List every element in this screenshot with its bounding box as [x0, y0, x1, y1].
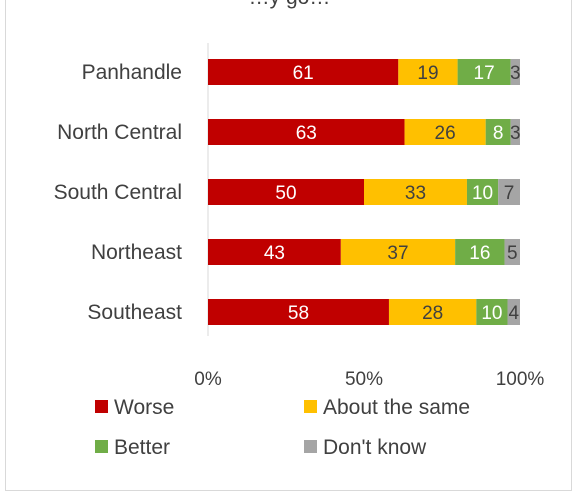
data-label-worse-north-central: 63	[296, 123, 317, 144]
x-tick-label-0: 0%	[194, 369, 222, 390]
data-label-about-the-same-panhandle: 19	[417, 63, 438, 84]
bar-about-the-same-north-central	[404, 119, 486, 145]
category-label-north-central: North Central	[57, 121, 182, 144]
data-label-don-t-know-panhandle: 3	[510, 63, 521, 84]
bar-better-north-central	[485, 119, 511, 145]
x-tick-label-2: 100%	[496, 369, 545, 390]
bar-worse-panhandle	[208, 59, 399, 85]
legend-label-don-t-know: Don't know	[323, 436, 427, 459]
category-labels: Panhandle North Central South Central North…	[54, 61, 183, 324]
bar-about-the-same-south-central	[364, 179, 467, 205]
data-label-better-northeast: 16	[469, 243, 490, 264]
legend-label-better: Better	[114, 436, 170, 459]
bar-about-the-same-panhandle	[398, 59, 458, 85]
data-label-better-panhandle: 17	[474, 63, 495, 84]
data-label-about-the-same-southeast: 28	[422, 303, 443, 324]
bar-about-the-same-southeast	[388, 299, 477, 325]
legend-label-worse: Worse	[114, 396, 174, 419]
bar-don-t-know-southeast	[507, 299, 520, 325]
bar-worse-north-central	[208, 119, 405, 145]
category-label-south-central: South Central	[54, 181, 182, 204]
category-label-northeast: Northeast	[91, 241, 182, 264]
bar-better-south-central	[466, 179, 499, 205]
bar-worse-southeast	[208, 299, 389, 325]
data-label-worse-northeast: 43	[264, 243, 285, 264]
data-label-better-south-central: 10	[472, 183, 493, 204]
chart-title: …y go…	[0, 0, 579, 10]
legend-swatch-don-t-know	[304, 440, 317, 453]
data-label-better-southeast: 10	[481, 303, 502, 324]
legend-label-about-the-same: About the same	[323, 396, 470, 419]
bar-better-northeast	[455, 239, 505, 265]
data-label-worse-southeast: 58	[288, 303, 309, 324]
bar-better-southeast	[476, 299, 508, 325]
data-label-don-t-know-northeast: 5	[507, 243, 518, 264]
legend-swatch-better	[95, 440, 108, 453]
data-label-don-t-know-north-central: 3	[510, 123, 521, 144]
bar-better-panhandle	[457, 59, 511, 85]
bar-worse-northeast	[208, 239, 341, 265]
data-label-don-t-know-south-central: 7	[504, 183, 515, 204]
data-label-better-north-central: 8	[493, 123, 504, 144]
x-tick-labels: 0% 50% 100%	[194, 369, 544, 390]
bar-don-t-know-panhandle	[510, 59, 520, 85]
x-tick-label-1: 50%	[345, 369, 383, 390]
data-label-about-the-same-north-central: 26	[435, 123, 456, 144]
data-label-about-the-same-south-central: 33	[405, 183, 426, 204]
category-label-southeast: Southeast	[87, 301, 182, 324]
legend-swatch-about-the-same	[304, 400, 317, 413]
data-label-worse-panhandle: 61	[293, 63, 314, 84]
legend: Worse About the same Better Don't know	[95, 396, 470, 459]
bar-don-t-know-north-central	[510, 119, 520, 145]
category-label-panhandle: Panhandle	[82, 61, 182, 84]
bar-don-t-know-northeast	[504, 239, 520, 265]
bars-group: 61 19 17 363 26 8 350 33 10 743 37 16 558 28 10 4	[208, 59, 521, 325]
legend-swatch-worse	[95, 400, 108, 413]
bar-worse-south-central	[208, 179, 364, 205]
bar-about-the-same-northeast	[340, 239, 456, 265]
data-label-don-t-know-southeast: 4	[508, 303, 519, 324]
bar-don-t-know-south-central	[498, 179, 520, 205]
data-label-worse-south-central: 50	[275, 183, 296, 204]
data-label-about-the-same-northeast: 37	[387, 243, 408, 264]
